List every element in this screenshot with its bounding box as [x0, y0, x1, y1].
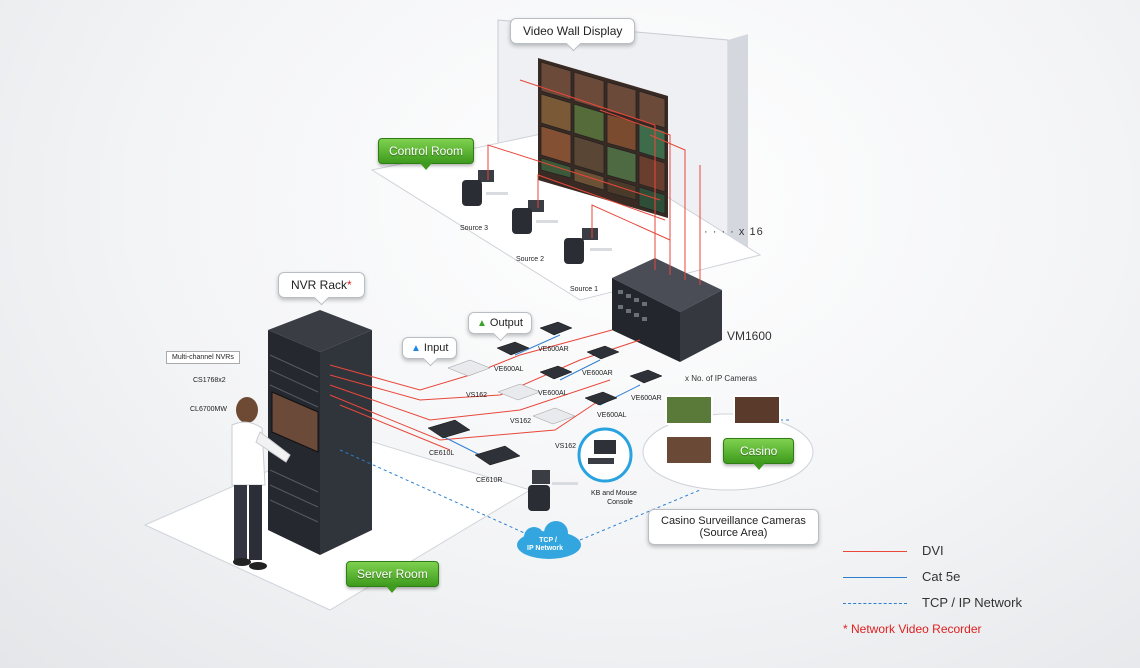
label-cs1768: CS1768x2 — [193, 377, 226, 384]
output-label: Output — [489, 317, 523, 329]
casino-label: Casino — [740, 444, 778, 458]
control-room-floor — [370, 129, 762, 301]
casino-cameras-line1: Casino Surveillance Cameras — [661, 515, 806, 527]
vm1600-device — [612, 258, 722, 362]
casino-cameras-line2: (Source Area) — [699, 527, 768, 539]
badge-casino: Casino — [723, 438, 795, 470]
legend-dvi-line — [843, 551, 907, 552]
callout-casino-cameras: Casino Surveillance Cameras (Source Area… — [648, 509, 819, 545]
nvr-rack-label: NVR Rack — [291, 278, 348, 292]
label-source2: Source 2 — [516, 256, 545, 263]
ce610-workstation — [528, 470, 578, 511]
label-multichannel-nvrs: Multi-channel NVRs — [166, 351, 240, 364]
tcpip-cloud — [517, 521, 581, 559]
kb-mouse-line2: Console — [607, 499, 633, 506]
label-ce610r: CE610R — [476, 477, 503, 484]
extenders — [427, 321, 663, 466]
triangle-up-icon: ▲ — [411, 343, 421, 354]
control-room-label: Control Room — [389, 144, 464, 158]
tcp-cloud-line2: IP Network — [527, 545, 564, 552]
legend-tcpip-line — [843, 603, 907, 604]
kb-mouse-line1: KB and Mouse — [591, 490, 637, 497]
label-ve600ar-3: VE600AR — [631, 395, 662, 402]
callout-nvr-rack: NVR Rack* — [278, 272, 365, 306]
triangle-up-icon: ▲ — [477, 318, 487, 329]
video-wall-screens — [538, 58, 668, 218]
label-source1: Source 1 — [570, 286, 599, 293]
badge-control-room: Control Room — [378, 138, 475, 170]
label-ve600al-3: VE600AL — [597, 412, 627, 419]
operator-figure — [231, 397, 291, 570]
legend-nvr-note: * Network Video Recorder — [843, 622, 982, 636]
legend-dvi-text: DVI — [922, 543, 944, 558]
label-tcpip-cloud: TCP / IP Network — [527, 537, 563, 553]
label-x16: · · · · x 16 — [704, 226, 764, 238]
control-room-workstations — [462, 170, 612, 264]
video-wall-label: Video Wall Display — [523, 24, 623, 38]
label-source3: Source 3 — [460, 225, 489, 232]
label-kb-mouse-console: KB and Mouse Console — [591, 489, 637, 507]
label-ip-cameras: x No. of IP Cameras — [685, 374, 757, 383]
nvr-rack-asterisk: * — [347, 278, 352, 292]
legend-cat5e-text: Cat 5e — [922, 569, 961, 584]
label-ve600ar-2: VE600AR — [582, 370, 613, 377]
label-vs162-1: VS162 — [466, 392, 488, 399]
badge-tail — [752, 463, 765, 470]
nvr-rack — [268, 310, 372, 555]
legend-tcpip-text: TCP / IP Network — [922, 595, 1022, 610]
label-ve600al-2: VE600AL — [538, 390, 568, 397]
label-ve600ar-1: VE600AR — [538, 346, 569, 353]
dvi-cables — [329, 79, 701, 451]
callout-input: ▲ Input — [402, 337, 458, 367]
label-vs162-3: VS162 — [555, 443, 577, 450]
label-ve600al-1: VE600AL — [494, 366, 524, 373]
callout-video-wall: Video Wall Display — [510, 18, 636, 52]
tcp-cloud-line1: TCP / — [539, 537, 557, 544]
label-vs162-2: VS162 — [510, 418, 532, 425]
badge-tail — [386, 586, 399, 593]
label-cl6700mw: CL6700MW — [190, 406, 227, 413]
kb-mouse-console — [577, 427, 633, 483]
badge-tail — [420, 163, 433, 170]
server-room-label: Server Room — [357, 567, 428, 581]
label-vm1600: VM1600 — [727, 329, 772, 343]
label-ce610l: CE610L — [429, 450, 455, 457]
legend-cat5e-line — [843, 577, 907, 578]
casino-camera-thumbnails — [665, 395, 781, 465]
video-wall-panel-side — [728, 34, 748, 260]
badge-server-room: Server Room — [346, 561, 439, 593]
x16-text: x 16 — [738, 226, 764, 238]
callout-output: ▲ Output — [468, 312, 532, 342]
